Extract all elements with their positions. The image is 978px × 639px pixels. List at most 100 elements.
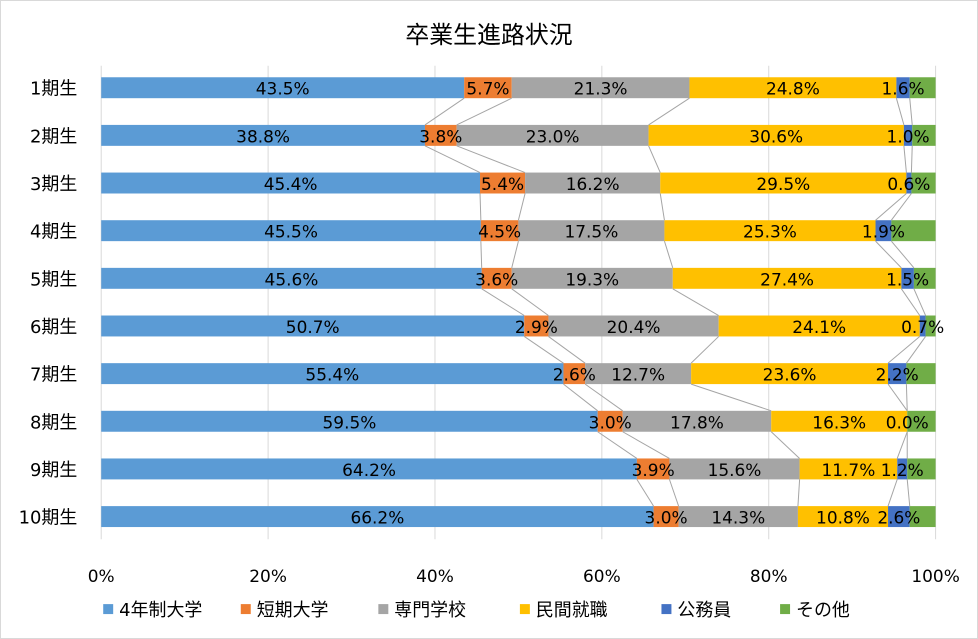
data-label: 2.2% — [876, 365, 919, 385]
legend-label: 民間就職 — [536, 600, 608, 621]
bar-segment — [101, 315, 525, 337]
legend-swatch — [519, 604, 530, 615]
bar-segment — [511, 267, 673, 289]
bar-segment — [891, 220, 936, 242]
series-line — [690, 383, 772, 412]
data-label: 23.0% — [526, 126, 580, 146]
x-tick-label: 60% — [583, 566, 621, 586]
data-label: 20.4% — [607, 317, 661, 337]
bar-segment — [101, 506, 654, 528]
series-line — [659, 193, 665, 221]
bar-segment — [563, 363, 586, 385]
data-label: 59.5% — [323, 412, 377, 432]
category-label: 8期生 — [30, 412, 77, 433]
data-label: 11.7% — [821, 460, 875, 480]
series-line — [875, 240, 902, 269]
series-line — [648, 145, 661, 173]
bar-segment — [101, 172, 481, 194]
data-label: 45.4% — [264, 174, 318, 194]
x-tick-label: 40% — [416, 566, 454, 586]
bar-segment — [648, 124, 904, 146]
bar-segment — [481, 267, 512, 289]
series-line — [910, 145, 913, 173]
bar-segment — [909, 77, 936, 99]
legend-label: その他 — [796, 600, 850, 621]
series-line — [900, 288, 921, 316]
bar-segment — [912, 124, 936, 146]
data-label: 2.9% — [515, 317, 558, 337]
series-line — [456, 145, 526, 174]
bar-segment — [678, 506, 798, 528]
data-label: 45.6% — [265, 269, 319, 289]
category-label: 4期生 — [30, 222, 77, 243]
data-label: 10.8% — [816, 508, 870, 528]
series-line — [584, 383, 623, 412]
data-label: 2.6% — [553, 365, 596, 385]
bar-segment — [897, 458, 908, 480]
data-label: 1.6% — [882, 79, 925, 99]
legend-label: 公務員 — [677, 600, 731, 621]
data-label: 50.7% — [286, 317, 340, 337]
series-line — [424, 145, 481, 174]
data-label: 3.0% — [645, 508, 688, 528]
legend-swatch — [240, 604, 251, 615]
data-label: 27.4% — [760, 269, 814, 289]
bar-segment — [664, 220, 876, 242]
data-label: 1.9% — [862, 222, 905, 242]
data-label: 0.7% — [901, 317, 944, 337]
category-label: 9期生 — [30, 460, 77, 481]
x-tick-label: 100% — [911, 566, 959, 586]
series-line — [636, 479, 655, 507]
data-label: 5.4% — [481, 174, 524, 194]
bar-segment — [689, 77, 897, 99]
data-label: 24.1% — [792, 317, 846, 337]
data-label: 30.6% — [749, 126, 803, 146]
bar-segment — [888, 363, 907, 385]
bar-segment — [456, 124, 649, 146]
data-label: 3.6% — [475, 269, 518, 289]
bar-segment — [101, 124, 425, 146]
category-label: 7期生 — [30, 365, 77, 386]
x-tick-label: 80% — [750, 566, 788, 586]
category-label: 2期生 — [30, 126, 77, 147]
legend-label: 専門学校 — [394, 600, 466, 621]
data-label: 0.6% — [887, 174, 930, 194]
bar-segment — [464, 77, 512, 99]
bar-segment — [771, 410, 908, 432]
series-line — [517, 193, 526, 221]
series-line — [511, 288, 549, 316]
category-label: 6期生 — [30, 317, 77, 338]
data-label: 16.3% — [812, 412, 866, 432]
bar-segment — [101, 458, 637, 480]
bar-segment — [424, 124, 457, 146]
bar-segment — [909, 506, 936, 528]
series-line — [770, 431, 800, 459]
data-label: 66.2% — [350, 508, 404, 528]
x-tick-label: 20% — [249, 566, 287, 586]
bar-segment — [672, 267, 902, 289]
series-line — [909, 98, 913, 125]
bar-segment — [691, 363, 889, 385]
legend-swatch — [378, 604, 389, 615]
series-line — [875, 193, 907, 221]
category-label: 3期生 — [30, 174, 77, 195]
series-line — [672, 288, 719, 316]
bar-segment — [875, 220, 892, 242]
series-line — [622, 431, 670, 459]
data-label: 14.3% — [711, 508, 765, 528]
data-label: 24.8% — [766, 79, 820, 99]
bar-segment — [636, 458, 670, 480]
data-label: 4.5% — [478, 222, 521, 242]
bar-segment — [524, 315, 549, 337]
data-label: 2.6% — [877, 508, 920, 528]
data-label: 45.5% — [264, 222, 318, 242]
bar-segment — [101, 410, 598, 432]
data-label: 0.0% — [886, 412, 929, 432]
data-label: 25.3% — [743, 222, 797, 242]
data-label: 16.2% — [566, 174, 620, 194]
data-label: 21.3% — [574, 79, 628, 99]
bar-segment — [797, 506, 889, 528]
series-line — [690, 336, 720, 364]
series-line — [887, 336, 921, 364]
